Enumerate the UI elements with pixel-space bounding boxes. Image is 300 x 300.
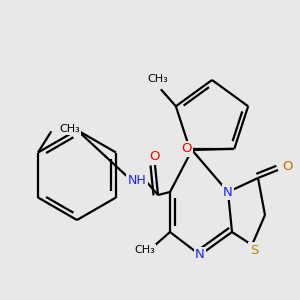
Text: O: O: [282, 160, 292, 173]
Text: NH: NH: [128, 173, 146, 187]
Text: CH₃: CH₃: [59, 124, 80, 134]
Text: S: S: [250, 244, 258, 256]
Text: N: N: [223, 185, 233, 199]
Text: O: O: [150, 151, 160, 164]
Text: O: O: [182, 142, 192, 155]
Text: CH₃: CH₃: [135, 245, 155, 255]
Text: CH₃: CH₃: [148, 74, 168, 84]
Text: N: N: [195, 248, 205, 262]
